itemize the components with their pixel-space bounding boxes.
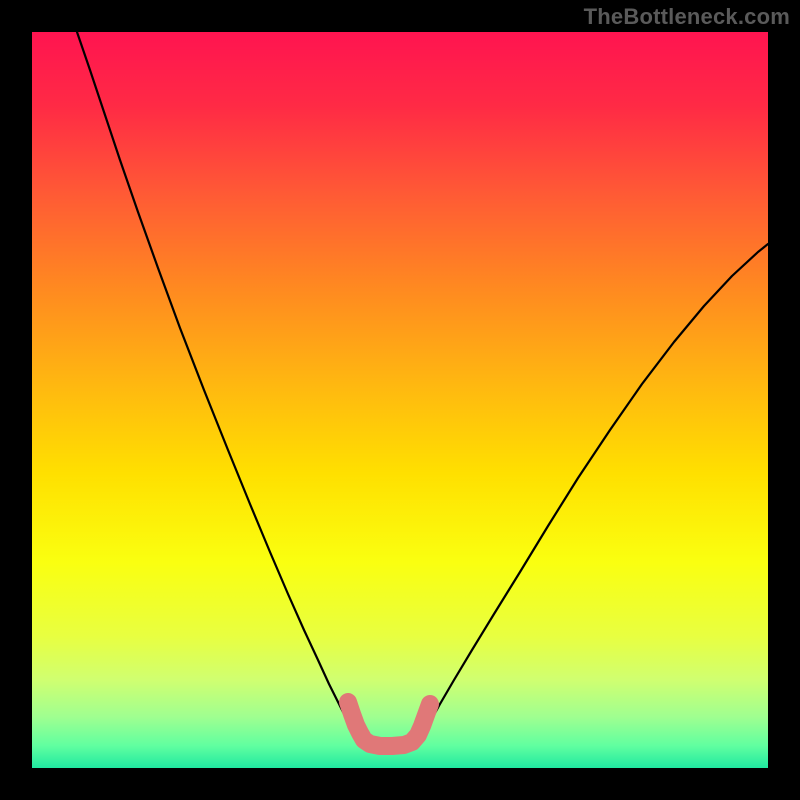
plot-area — [32, 32, 768, 768]
watermark-text: TheBottleneck.com — [584, 4, 790, 30]
curve-left-branch — [77, 32, 353, 733]
valley-marker — [348, 702, 430, 746]
curve-right-branch — [424, 244, 768, 733]
curve-overlay — [32, 32, 768, 768]
